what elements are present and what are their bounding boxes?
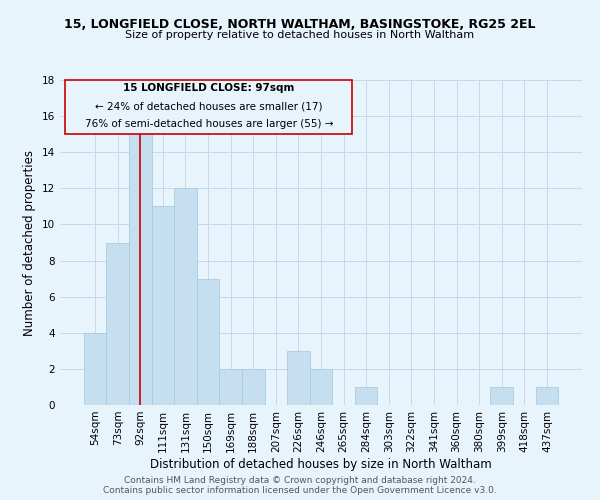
- Bar: [220, 369, 242, 405]
- Bar: [84, 333, 106, 405]
- Bar: [152, 206, 174, 405]
- Bar: [106, 242, 129, 405]
- Bar: [490, 387, 513, 405]
- Bar: [355, 387, 377, 405]
- Bar: [310, 369, 332, 405]
- X-axis label: Distribution of detached houses by size in North Waltham: Distribution of detached houses by size …: [150, 458, 492, 470]
- Bar: [287, 351, 310, 405]
- Text: 76% of semi-detached houses are larger (55) →: 76% of semi-detached houses are larger (…: [85, 119, 333, 129]
- Text: Contains HM Land Registry data © Crown copyright and database right 2024.: Contains HM Land Registry data © Crown c…: [124, 476, 476, 485]
- FancyBboxPatch shape: [65, 80, 352, 134]
- Bar: [129, 134, 152, 405]
- Y-axis label: Number of detached properties: Number of detached properties: [23, 150, 37, 336]
- Bar: [174, 188, 197, 405]
- Text: ← 24% of detached houses are smaller (17): ← 24% of detached houses are smaller (17…: [95, 101, 323, 111]
- Bar: [242, 369, 265, 405]
- Text: 15, LONGFIELD CLOSE, NORTH WALTHAM, BASINGSTOKE, RG25 2EL: 15, LONGFIELD CLOSE, NORTH WALTHAM, BASI…: [64, 18, 536, 30]
- Bar: [536, 387, 558, 405]
- Text: 15 LONGFIELD CLOSE: 97sqm: 15 LONGFIELD CLOSE: 97sqm: [123, 84, 295, 94]
- Bar: [197, 278, 220, 405]
- Text: Size of property relative to detached houses in North Waltham: Size of property relative to detached ho…: [125, 30, 475, 40]
- Text: Contains public sector information licensed under the Open Government Licence v3: Contains public sector information licen…: [103, 486, 497, 495]
